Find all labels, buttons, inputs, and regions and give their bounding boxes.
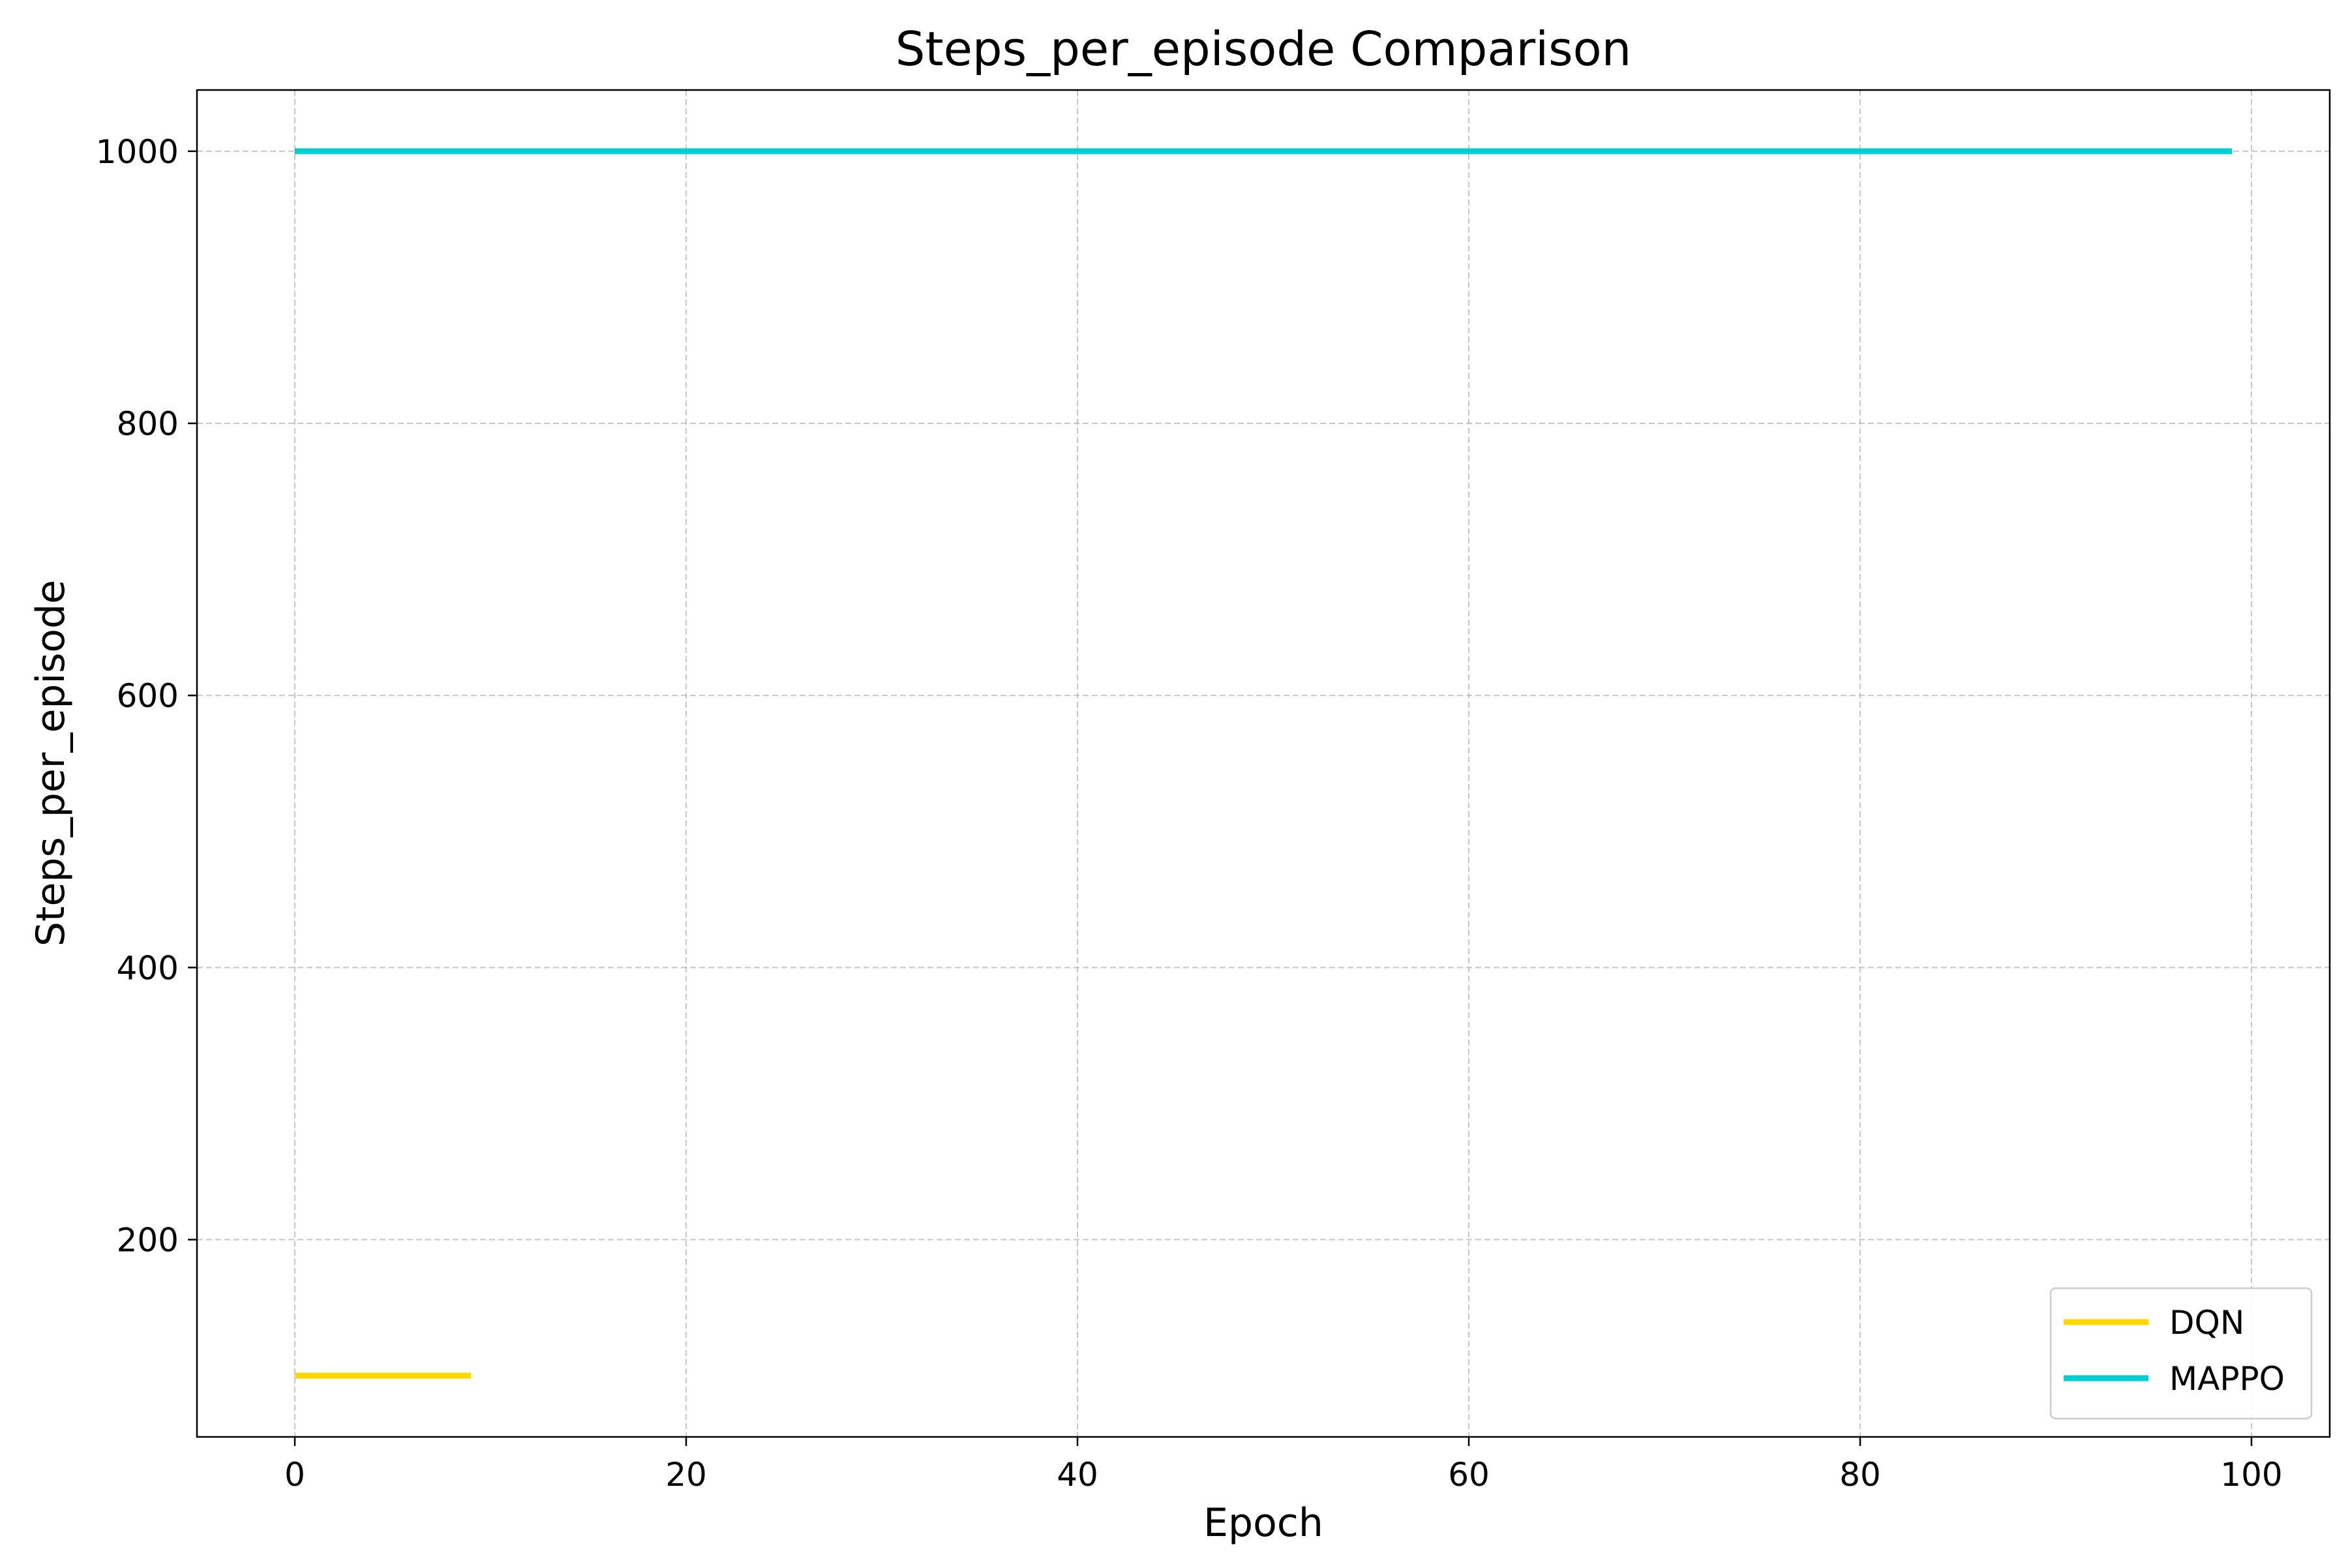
x-axis-label: Epoch [1203,1500,1323,1546]
x-tick-label: 20 [665,1456,707,1494]
x-tick-label: 40 [1057,1456,1098,1494]
y-tick-label: 1000 [96,133,179,171]
legend-label-mappo: MAPPO [2169,1360,2285,1398]
y-tick-label: 400 [117,949,179,987]
x-tick-label: 80 [1839,1456,1881,1494]
legend: DQN MAPPO [2049,1287,2313,1420]
series-lines [295,148,2232,1379]
x-tick-label: 0 [284,1456,305,1494]
y-axis-label: Steps_per_episode [28,580,74,946]
y-tick-label: 600 [117,677,179,715]
legend-label-dqn: DQN [2169,1304,2244,1342]
y-tick-label: 200 [117,1222,179,1259]
x-tick-label: 100 [2220,1456,2282,1494]
x-tick-label: 60 [1448,1456,1490,1494]
y-tick-label: 800 [117,405,179,443]
chart-title: Steps_per_episode Comparison [896,22,1632,76]
axis-ticks: 0 20 40 60 80 100 200 400 600 800 1000 [96,133,2283,1494]
plot-frame [196,89,2331,1438]
